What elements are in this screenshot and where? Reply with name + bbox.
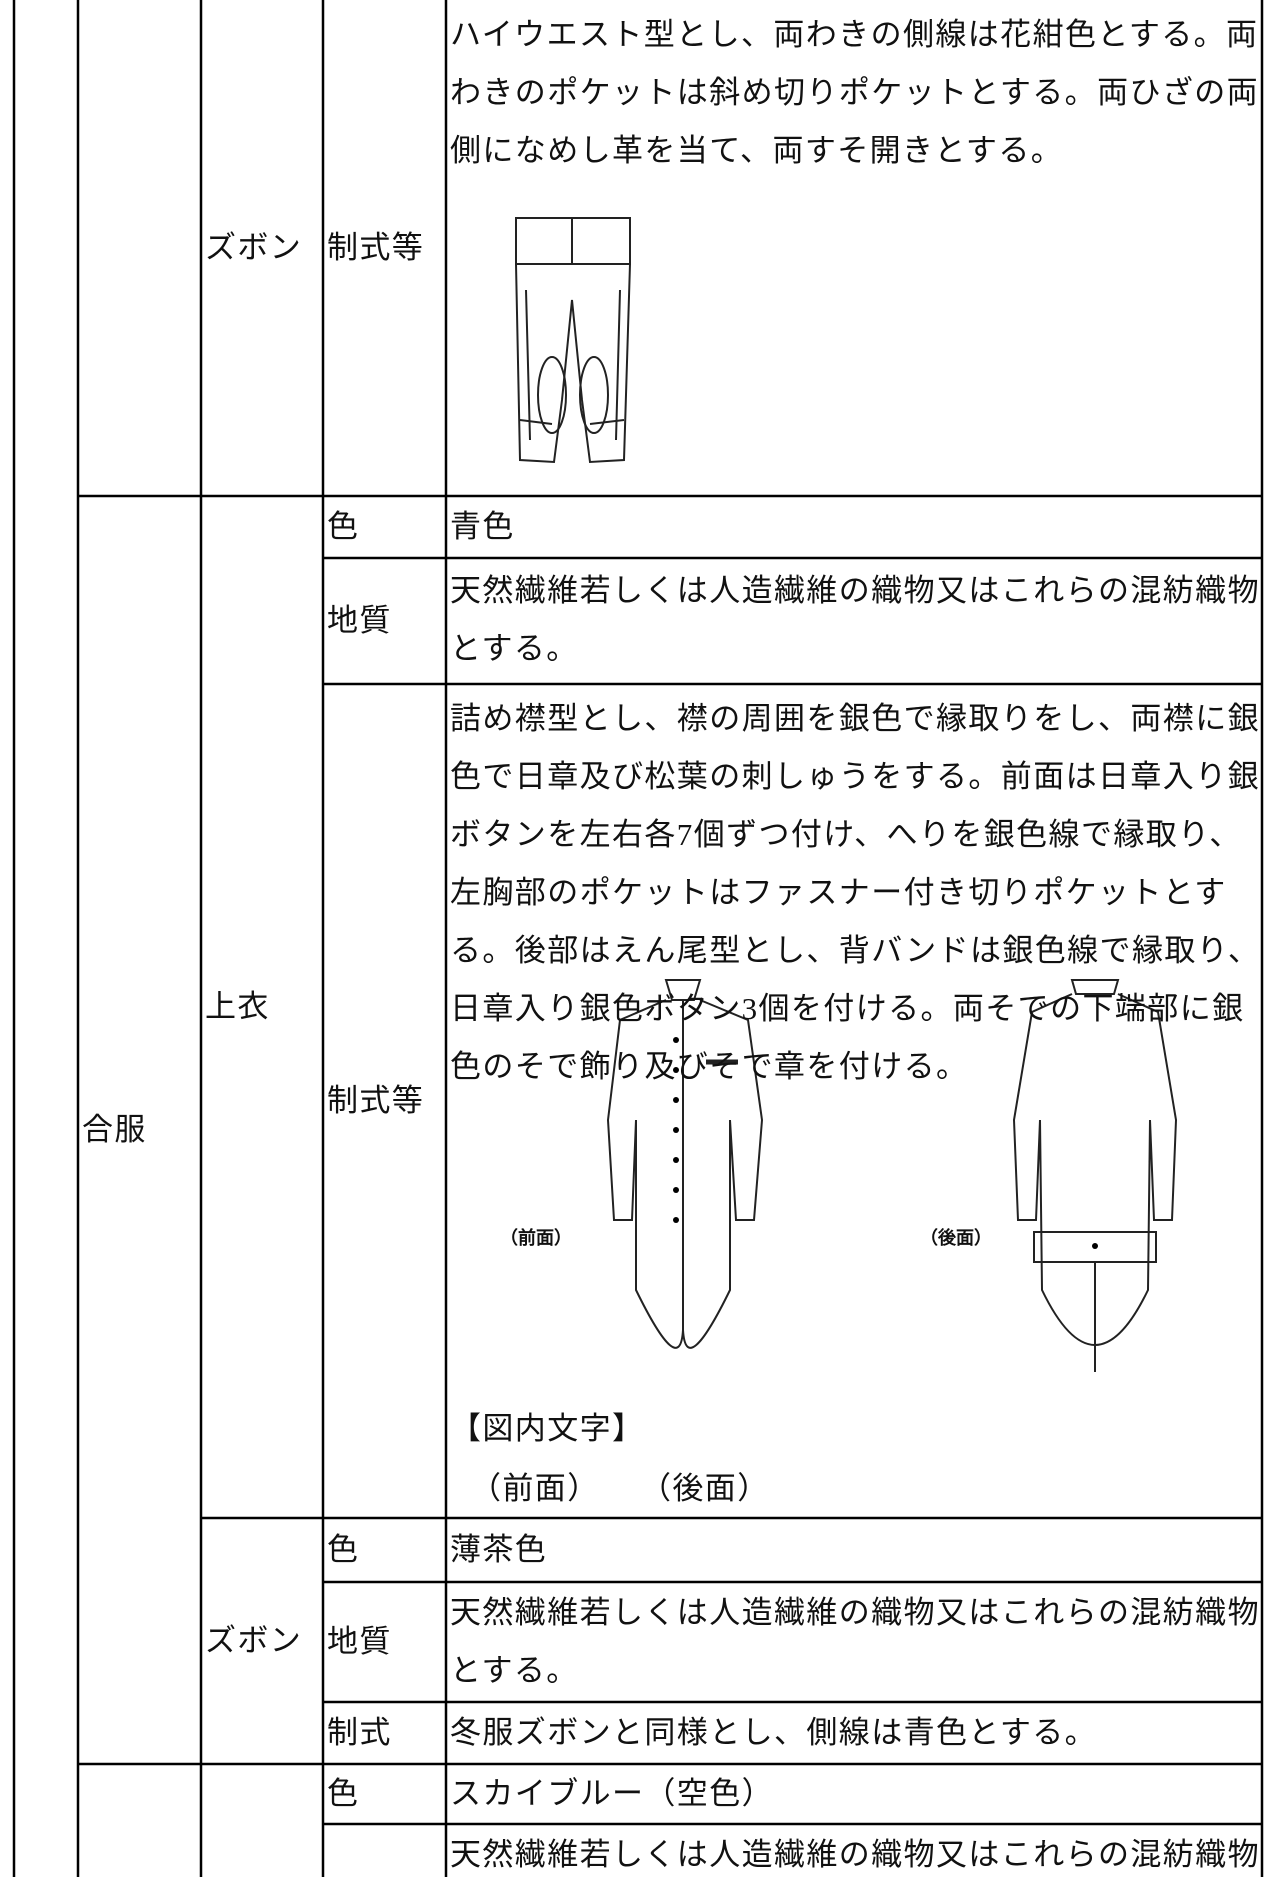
attribute-label: 色 xyxy=(327,1532,360,1567)
figure-caption-label: （後面） xyxy=(640,1471,770,1506)
attribute-label: 色 xyxy=(327,509,360,544)
cell-text: 天然繊維若しくは人造繊維の織物又はこれらの混紡織物とする。 xyxy=(450,573,1260,666)
attribute-label: 地質 xyxy=(327,603,392,638)
cell-text: 青色 xyxy=(450,509,515,544)
jacket-front-figure xyxy=(606,979,764,1349)
attribute-label: 制式等 xyxy=(327,230,425,265)
attribute-label: 制式等 xyxy=(327,1083,425,1118)
attribute-label: 制式 xyxy=(327,1715,392,1750)
item-label: 上衣 xyxy=(205,989,270,1024)
section-label: 合服 xyxy=(82,1112,147,1147)
figure-caption-label: （前面） xyxy=(470,1471,600,1506)
cell-text: 薄茶色 xyxy=(450,1532,548,1567)
figure-label: （後面） xyxy=(920,1228,992,1248)
trousers-figure xyxy=(515,217,631,464)
figure-caption: 【図内文字】 xyxy=(450,1411,645,1446)
figure-label: （前面） xyxy=(500,1228,572,1248)
jacket-back-figure xyxy=(1012,979,1178,1372)
cell-text: 天然繊維若しくは人造繊維の織物又はこれらの混紡織物 xyxy=(450,1837,1260,1872)
attribute-label: 色 xyxy=(327,1776,360,1811)
attribute-label: 地質 xyxy=(327,1624,392,1659)
cell-text: スカイブルー（空色） xyxy=(450,1776,774,1811)
item-label: ズボン xyxy=(205,1623,303,1658)
cell-text: ハイウエスト型とし、両わきの側線は花紺色とする。両わきのポケットは斜め切りポケッ… xyxy=(450,17,1260,168)
item-label: ズボン xyxy=(205,230,303,265)
cell-text: 詰め襟型とし、襟の周囲を銀色で縁取りをし、両襟に銀色で日章及び松葉の刺しゅうをす… xyxy=(450,701,1261,1084)
cell-text: 冬服ズボンと同様とし、側線は青色とする。 xyxy=(450,1715,1098,1750)
cell-text: 天然繊維若しくは人造繊維の織物又はこれらの混紡織物とする。 xyxy=(450,1595,1260,1688)
